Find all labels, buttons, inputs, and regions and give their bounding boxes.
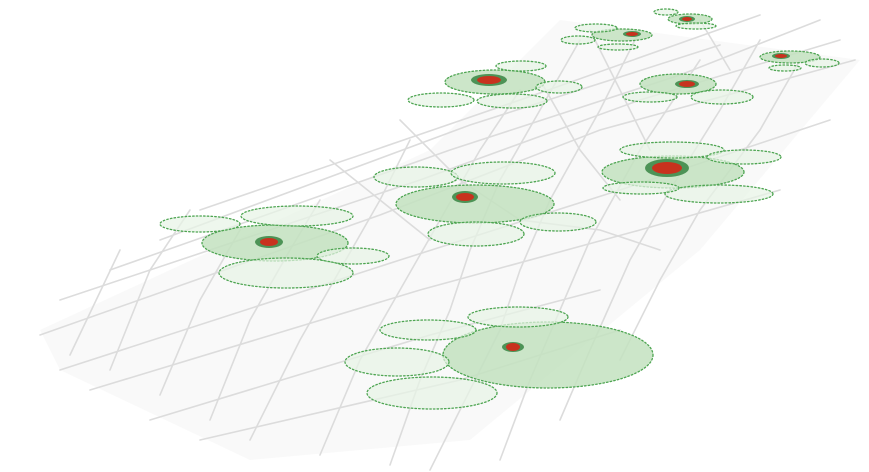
street-line [69,249,121,356]
street-line [89,189,781,391]
coverage-buffer-primary [395,184,555,224]
hotspot-marker [456,193,474,201]
coverage-buffer-secondary [379,319,477,341]
coverage-buffer-secondary [574,23,618,33]
coverage-buffer-secondary [427,221,525,247]
coverage-buffer-secondary [768,64,802,72]
coverage-buffer-secondary [467,306,569,328]
coverage-buffer-secondary [344,347,450,377]
hotspot-marker [775,54,787,58]
coverage-buffer-secondary [476,93,548,109]
street-line [319,89,521,456]
coverage-buffer-secondary [597,43,639,51]
coverage-buffer-secondary [519,212,597,232]
coverage-buffer-secondary [218,257,354,289]
street-line [399,119,661,251]
hotspot-marker [506,343,520,351]
coverage-buffer-secondary [706,149,782,165]
coverage-buffer-secondary [316,247,390,265]
street-line [499,59,701,461]
coverage-buffer-secondary [560,35,596,45]
hotspot-marker [679,81,695,87]
hotspot-marker [626,32,638,36]
coverage-buffer-secondary [664,184,774,204]
coverage-buffer-secondary [690,89,754,105]
coverage-buffer-secondary [366,376,498,410]
coverage-buffer-secondary [450,161,556,185]
hotspot-marker [260,238,278,246]
coverage-buffer-secondary [240,205,354,227]
street-line [589,29,651,151]
coverage-buffer-secondary [407,92,475,108]
coverage-buffer-secondary [159,215,241,233]
coverage-buffer-secondary [373,166,459,188]
coverage-buffer-secondary [495,60,547,72]
street-line [329,159,431,241]
coverage-buffer-secondary [535,80,583,94]
coverage-buffer-secondary [622,91,678,103]
incident-hotspots-layer [255,16,790,352]
street-line [539,79,621,201]
coverage-buffer-secondary [675,22,717,30]
coverage-buffer-secondary [653,8,679,16]
hotspot-marker [477,76,501,84]
coverage-buffer-secondary [602,181,680,195]
hotspot-marker [682,17,692,21]
coverage-buffer-secondary [804,58,840,68]
street-line [619,59,801,361]
coverage-buffer-secondary [619,141,725,159]
hotspot-marker [652,162,682,174]
street-line [159,44,721,241]
